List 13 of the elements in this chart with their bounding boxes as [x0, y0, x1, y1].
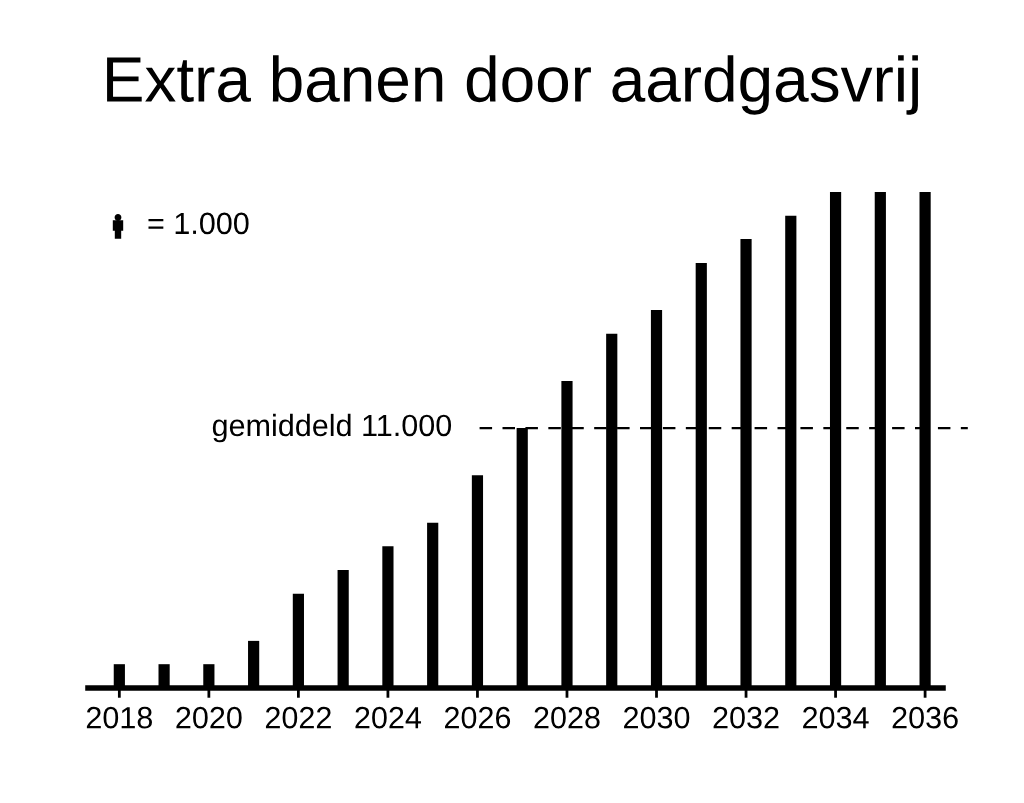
x-tick-label: 2018 [86, 706, 152, 729]
x-tick-label: 2026 [445, 706, 511, 729]
annotation: = 1.000 [148, 212, 249, 235]
x-tick-label: 2022 [265, 706, 331, 729]
x-tick-label: 2028 [534, 706, 600, 729]
x-tick-label: 2036 [892, 706, 958, 729]
x-tick-label: 2034 [803, 706, 869, 729]
ref-line-label: gemiddeld 11.000 [212, 413, 452, 443]
x-tick-label: 2030 [624, 706, 690, 729]
chart-title: Extra banen door aardgasvrij [107, 55, 918, 115]
x-tick-label: 2024 [355, 706, 422, 729]
x-tick-label: 2020 [176, 706, 242, 729]
x-tick-label: 2032 [713, 706, 779, 729]
